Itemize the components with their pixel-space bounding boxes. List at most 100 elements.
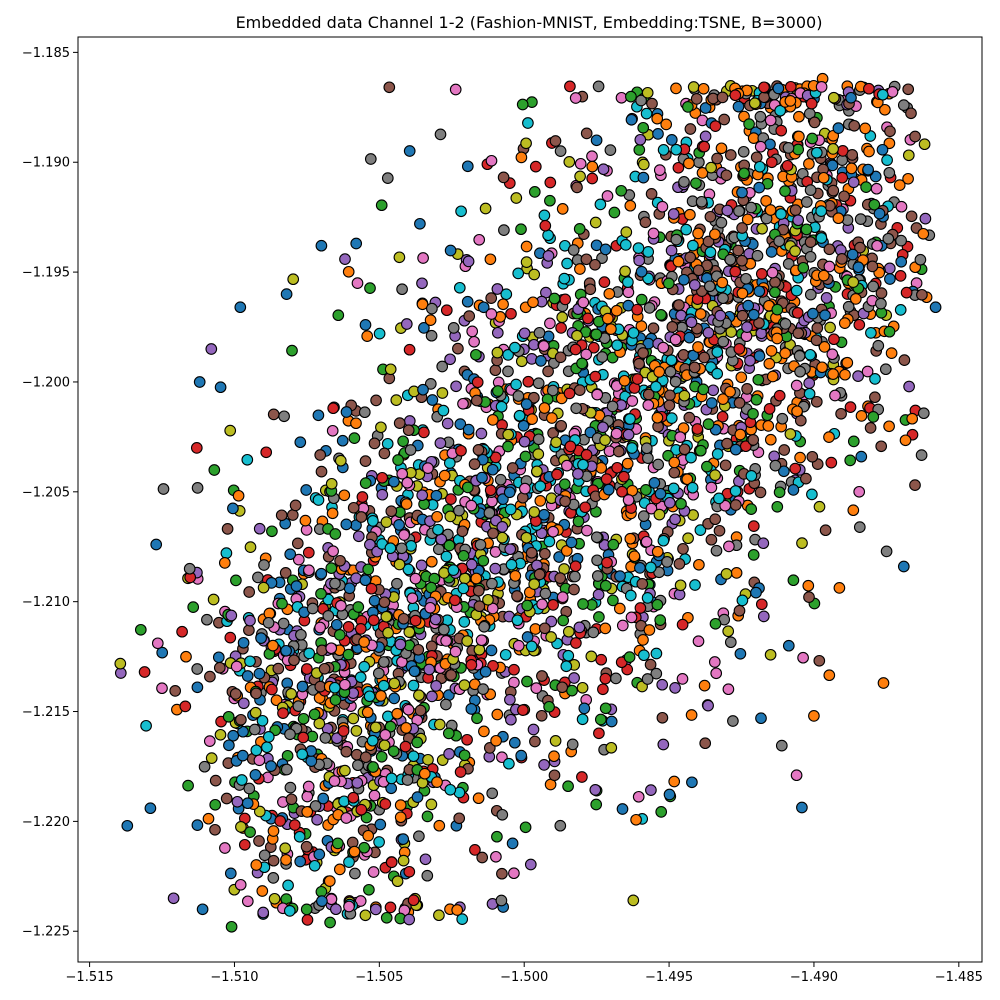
data-point (429, 613, 442, 626)
data-point (813, 654, 826, 667)
data-point (528, 186, 541, 198)
data-point (897, 560, 910, 573)
data-point (576, 357, 588, 370)
data-point (362, 563, 375, 576)
data-point (705, 397, 718, 409)
data-point (871, 239, 883, 252)
data-point (642, 399, 655, 411)
data-point (548, 292, 561, 305)
data-point (820, 292, 833, 304)
data-point (824, 321, 836, 334)
data-point (577, 458, 589, 471)
data-point (388, 692, 401, 705)
data-point (472, 584, 485, 597)
data-point (461, 481, 474, 494)
data-point (397, 435, 409, 448)
data-point (715, 216, 728, 229)
data-point (919, 212, 932, 225)
data-point (752, 373, 765, 386)
data-point (328, 775, 341, 787)
data-point (819, 524, 832, 537)
data-point (902, 149, 915, 162)
data-point (587, 626, 600, 639)
data-point (525, 640, 538, 653)
y-tick-label: −1.210 (22, 595, 70, 610)
data-point (591, 388, 604, 401)
data-point (288, 654, 300, 667)
data-point (663, 788, 676, 801)
data-point (380, 911, 393, 924)
data-point (764, 648, 777, 661)
data-point (553, 551, 565, 563)
data-point (895, 255, 908, 268)
data-point (438, 469, 451, 482)
data-point (458, 749, 471, 762)
data-point (789, 245, 801, 257)
data-point (775, 739, 788, 752)
data-point (758, 81, 770, 94)
data-point (573, 621, 586, 634)
data-point (677, 543, 689, 555)
data-point (572, 468, 584, 480)
data-point (622, 286, 635, 299)
data-point (443, 457, 456, 469)
data-point (863, 145, 875, 158)
data-point (734, 647, 747, 660)
data-point (790, 284, 803, 297)
data-point (391, 875, 404, 888)
data-point (599, 243, 612, 256)
data-point (757, 537, 770, 550)
data-point (378, 596, 391, 609)
data-point (779, 318, 792, 330)
data-point (494, 473, 507, 486)
data-point (497, 298, 509, 311)
data-point (279, 567, 292, 579)
data-point (457, 582, 470, 595)
data-point (451, 904, 464, 916)
data-point (903, 380, 915, 393)
data-point (191, 819, 204, 831)
data-point (607, 538, 620, 551)
data-point (358, 406, 371, 419)
data-point (846, 149, 859, 161)
data-point (303, 564, 315, 577)
data-point (397, 833, 410, 845)
data-point (566, 684, 578, 697)
data-point (800, 223, 813, 236)
data-point (219, 842, 231, 854)
data-point (361, 706, 374, 719)
data-point (714, 309, 727, 322)
data-point (379, 729, 392, 741)
data-point (634, 562, 646, 574)
data-point (697, 82, 710, 95)
data-point (205, 752, 218, 764)
data-point (486, 577, 498, 590)
data-point (391, 577, 403, 590)
data-point (599, 702, 612, 715)
data-point (591, 570, 604, 582)
data-point (570, 402, 583, 415)
data-point (392, 454, 404, 466)
data-point (302, 546, 315, 559)
data-point (778, 465, 790, 478)
data-point (647, 227, 660, 240)
data-point (779, 185, 791, 197)
data-point (224, 631, 237, 644)
data-point (134, 623, 147, 636)
data-point (496, 808, 509, 821)
data-point (633, 254, 646, 267)
data-point (637, 510, 650, 522)
data-point (266, 683, 278, 696)
data-point (555, 419, 568, 432)
data-point (685, 709, 698, 721)
data-point (495, 894, 508, 907)
data-point (256, 714, 269, 727)
data-point (272, 662, 285, 675)
data-point (530, 682, 543, 694)
data-point (601, 190, 614, 202)
data-point (445, 669, 457, 681)
data-point (121, 819, 134, 832)
data-point (379, 798, 392, 810)
data-point (792, 327, 805, 340)
data-point (793, 350, 806, 362)
